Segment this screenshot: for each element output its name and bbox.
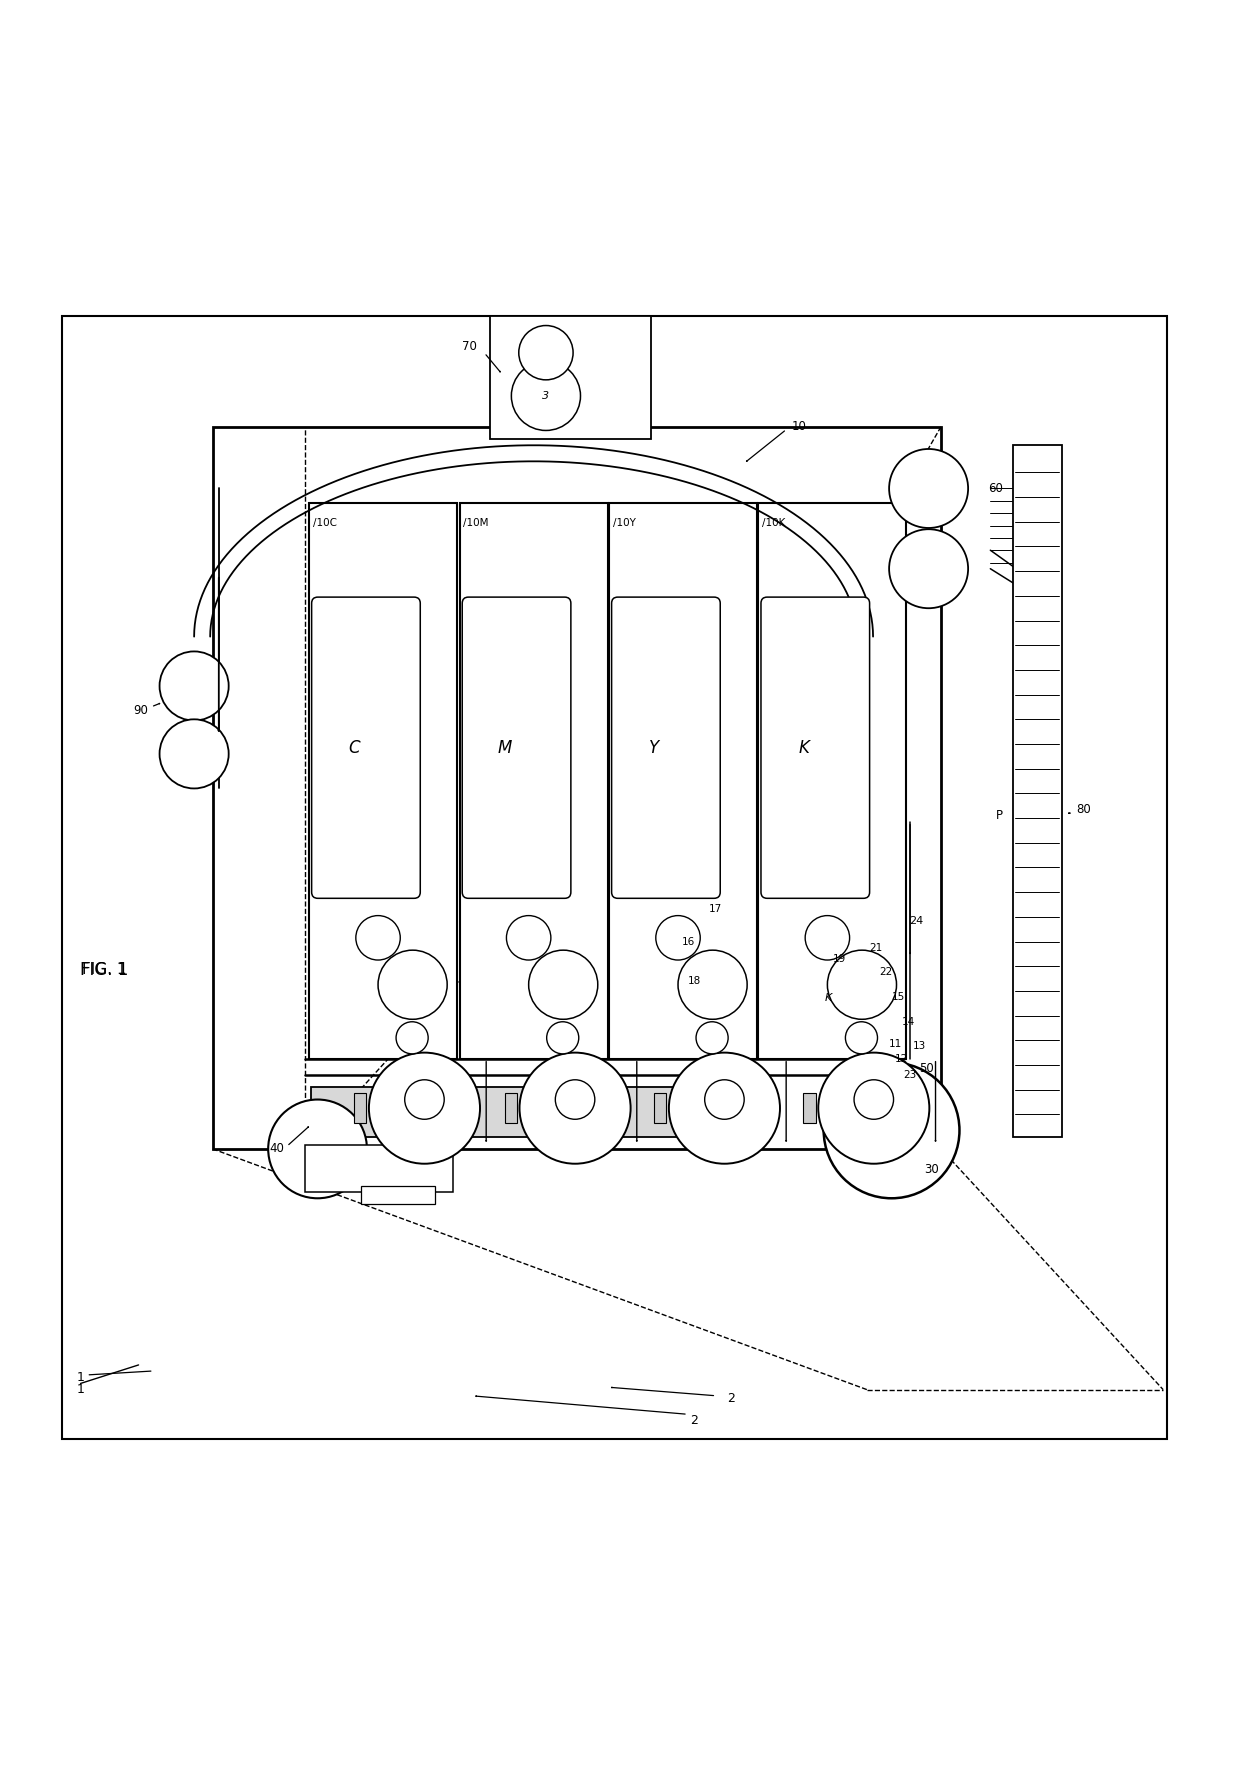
Bar [1013, 445, 1061, 1136]
Bar [309, 504, 458, 1058]
Circle shape [889, 528, 968, 608]
Circle shape [520, 1053, 631, 1164]
Bar [311, 1087, 738, 1136]
Circle shape [160, 719, 228, 788]
Circle shape [827, 951, 897, 1020]
Text: 15: 15 [892, 991, 905, 1002]
FancyBboxPatch shape [463, 597, 570, 898]
Text: 14: 14 [901, 1016, 915, 1027]
Circle shape [528, 951, 598, 1020]
Text: 21: 21 [869, 942, 883, 952]
Circle shape [854, 1080, 894, 1119]
Circle shape [846, 1021, 878, 1053]
Text: 11: 11 [889, 1039, 901, 1050]
Text: C: C [348, 739, 360, 756]
Text: 19: 19 [833, 954, 847, 963]
Text: K: K [825, 993, 832, 1002]
FancyBboxPatch shape [311, 597, 420, 898]
Bar [460, 504, 608, 1058]
Text: P: P [996, 809, 1003, 822]
Text: 2: 2 [727, 1392, 735, 1405]
Circle shape [805, 915, 849, 959]
Circle shape [696, 1021, 728, 1053]
FancyBboxPatch shape [761, 597, 869, 898]
Text: 40: 40 [269, 1143, 284, 1156]
Bar [355, 1094, 367, 1124]
Text: K: K [799, 739, 810, 756]
Bar [609, 504, 758, 1058]
Text: 30: 30 [924, 1163, 939, 1177]
Circle shape [506, 915, 551, 959]
Text: 24: 24 [909, 915, 924, 926]
FancyBboxPatch shape [611, 597, 720, 898]
Circle shape [889, 449, 968, 528]
Text: 80: 80 [1076, 802, 1091, 816]
Text: 22: 22 [879, 967, 893, 977]
Circle shape [518, 325, 573, 380]
Bar [212, 428, 941, 1149]
Text: /10M: /10M [464, 518, 489, 528]
Text: 70: 70 [463, 339, 477, 353]
Circle shape [668, 1053, 780, 1164]
Circle shape [704, 1080, 744, 1119]
Circle shape [547, 1021, 579, 1053]
Circle shape [370, 1053, 480, 1164]
Bar [361, 1186, 435, 1205]
Bar [490, 316, 651, 440]
Text: 13: 13 [913, 1041, 926, 1051]
Text: /10K: /10K [761, 518, 785, 528]
Text: /10Y: /10Y [613, 518, 635, 528]
Text: 2: 2 [691, 1414, 698, 1428]
Circle shape [656, 915, 701, 959]
Bar [804, 1094, 816, 1124]
Circle shape [356, 915, 401, 959]
Circle shape [823, 1062, 960, 1198]
Text: /10C: /10C [312, 518, 336, 528]
Text: 10: 10 [791, 421, 806, 433]
Text: 16: 16 [682, 937, 696, 947]
Text: 18: 18 [688, 975, 702, 986]
Circle shape [268, 1099, 367, 1198]
Text: 1: 1 [77, 1371, 84, 1384]
Circle shape [378, 951, 448, 1020]
Text: FIG. 1: FIG. 1 [82, 963, 126, 977]
Bar [653, 1094, 666, 1124]
Text: 50: 50 [919, 1062, 934, 1074]
Bar [305, 1145, 454, 1193]
Bar [62, 316, 1167, 1438]
Circle shape [556, 1080, 595, 1119]
Circle shape [511, 360, 580, 431]
Text: 60: 60 [988, 482, 1003, 495]
Bar [505, 1094, 517, 1124]
Text: 3: 3 [542, 391, 549, 401]
Circle shape [160, 652, 228, 721]
Circle shape [404, 1080, 444, 1119]
Circle shape [396, 1021, 428, 1053]
Text: 23: 23 [904, 1069, 916, 1080]
Bar [758, 504, 906, 1058]
Circle shape [678, 951, 748, 1020]
Text: 17: 17 [709, 903, 722, 914]
Text: 1: 1 [77, 1384, 84, 1396]
Text: FIG. 1: FIG. 1 [79, 961, 128, 979]
Circle shape [818, 1053, 929, 1164]
Text: M: M [497, 739, 512, 756]
Text: 90: 90 [134, 705, 149, 717]
Text: Y: Y [650, 739, 660, 756]
Text: 12: 12 [895, 1053, 908, 1064]
